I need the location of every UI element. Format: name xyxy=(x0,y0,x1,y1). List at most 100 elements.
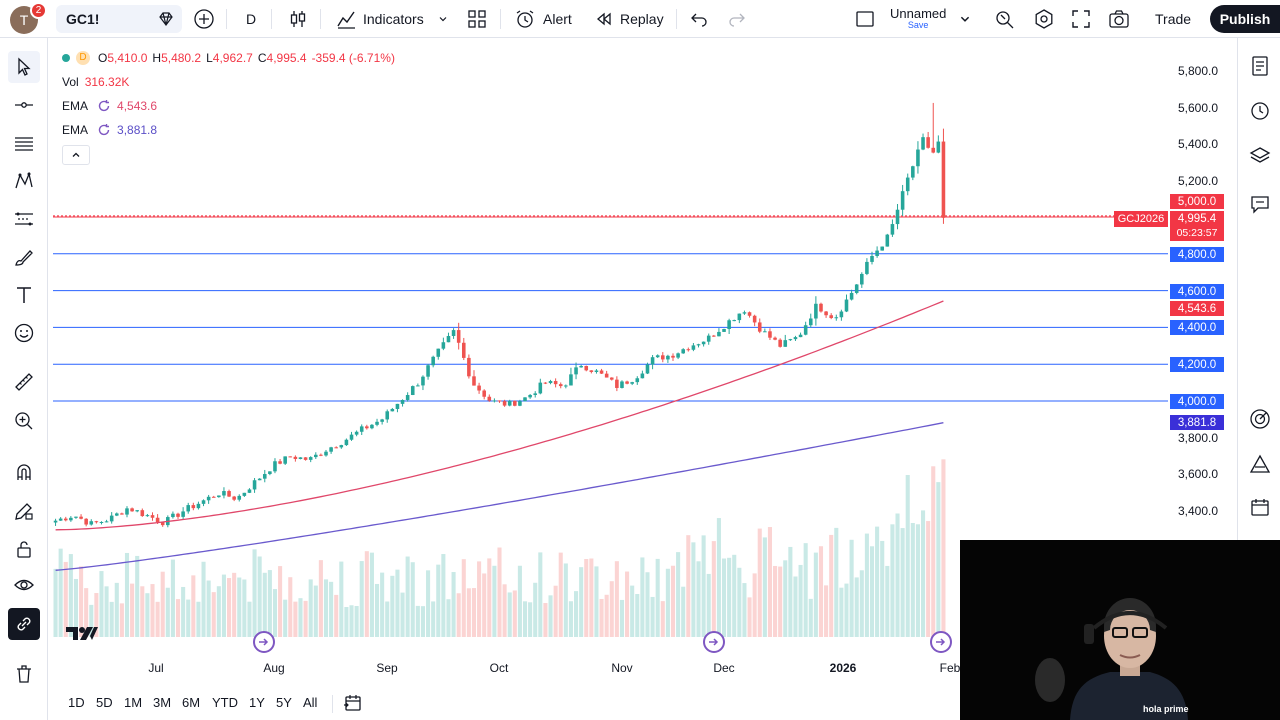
candle xyxy=(242,492,247,496)
range-6m[interactable]: 6M xyxy=(182,695,201,710)
watchlist-button[interactable] xyxy=(1246,52,1274,80)
calendar-button[interactable] xyxy=(1246,493,1274,521)
ema2-label: EMA xyxy=(62,123,89,137)
templates-button[interactable] xyxy=(467,5,487,33)
ideas-button[interactable] xyxy=(1246,450,1274,478)
range-5d[interactable]: 5D xyxy=(96,695,113,710)
price-level-4000: 4,000.0 xyxy=(1170,394,1224,409)
divider xyxy=(332,695,333,713)
alert-button[interactable]: Alert xyxy=(514,5,572,33)
layout-name[interactable]: Unnamed Save xyxy=(890,6,946,30)
delete-drawings-tool[interactable] xyxy=(8,658,40,690)
event-marker[interactable] xyxy=(703,631,725,653)
brush-tool[interactable] xyxy=(8,241,40,273)
quick-search-button[interactable] xyxy=(994,5,1016,33)
chat-button[interactable] xyxy=(1246,190,1274,218)
settings-button[interactable] xyxy=(1033,5,1055,33)
search-spark-icon xyxy=(996,11,1014,29)
trend-line-tool[interactable] xyxy=(8,89,40,121)
snapshot-button[interactable] xyxy=(1108,5,1130,33)
hotlists-button[interactable] xyxy=(1246,405,1274,433)
volume-bar xyxy=(905,475,910,637)
compare-button[interactable] xyxy=(193,5,215,33)
volume-bar xyxy=(262,572,267,637)
last-price-box: 4,995.4 05:23:57 xyxy=(1170,211,1224,241)
price-level-text: 4,400.0 xyxy=(1177,321,1217,334)
lock-drawings-tool[interactable] xyxy=(8,533,40,565)
symbol-search[interactable]: GC1! xyxy=(56,5,182,33)
cursor-tool[interactable] xyxy=(8,51,40,83)
collapse-legend-button[interactable] xyxy=(62,145,90,165)
candle xyxy=(288,456,293,458)
candle xyxy=(247,489,252,493)
candle xyxy=(691,345,696,350)
volume-bar xyxy=(420,606,425,637)
candle xyxy=(497,400,502,402)
fib-tool[interactable] xyxy=(8,128,40,160)
replay-button[interactable]: Replay xyxy=(595,5,664,33)
event-marker[interactable] xyxy=(253,631,275,653)
volume-bar xyxy=(762,537,767,637)
layout-select-checkbox[interactable] xyxy=(855,5,875,33)
candle xyxy=(854,284,859,293)
price-chart[interactable] xyxy=(53,41,1168,657)
event-marker[interactable] xyxy=(930,631,952,653)
candle xyxy=(579,365,583,368)
trade-button[interactable]: Trade xyxy=(1155,5,1191,33)
hide-drawings-tool[interactable] xyxy=(8,569,40,601)
candle xyxy=(421,376,425,386)
price-axis[interactable]: 5,800.0 5,600.0 5,400.0 5,200.0 3,800.0 … xyxy=(1168,41,1236,657)
range-1d[interactable]: 1D xyxy=(68,695,85,710)
sync-drawings-tool[interactable] xyxy=(8,608,40,640)
price-level-text: 4,000.0 xyxy=(1177,395,1217,408)
zoom-tool[interactable] xyxy=(8,405,40,437)
magnet-tool[interactable] xyxy=(8,456,40,488)
chart-type-button[interactable] xyxy=(287,5,309,33)
interval-button[interactable]: D xyxy=(246,5,256,33)
candle xyxy=(513,400,517,406)
candle xyxy=(451,330,456,336)
volume-bar xyxy=(599,598,604,637)
range-5y[interactable]: 5Y xyxy=(276,695,292,710)
prediction-tool[interactable] xyxy=(8,203,40,235)
layout-menu-button[interactable] xyxy=(959,5,971,33)
redo-icon xyxy=(729,13,745,27)
time-axis[interactable]: Jul Aug Sep Oct Nov Dec 2026 Feb xyxy=(53,657,1168,679)
volume-bar xyxy=(721,558,727,637)
volume-bar xyxy=(104,586,109,637)
ema1-row[interactable]: EMA 4,543.6 xyxy=(62,98,157,114)
volume-bar xyxy=(517,565,522,637)
volume-bar xyxy=(441,554,446,637)
redo-button[interactable] xyxy=(728,5,746,33)
range-1m[interactable]: 1M xyxy=(124,695,143,710)
candle xyxy=(895,209,900,225)
emoji-tool[interactable] xyxy=(8,317,40,349)
draw-mode-tool[interactable] xyxy=(8,495,40,527)
pattern-tool[interactable] xyxy=(8,165,40,197)
candle xyxy=(528,394,532,398)
volume-bar xyxy=(900,528,905,637)
undo-button[interactable] xyxy=(690,5,708,33)
volume-bar xyxy=(482,573,487,637)
range-1y[interactable]: 1Y xyxy=(249,695,265,710)
measure-tool[interactable] xyxy=(8,366,40,398)
object-tree-button[interactable] xyxy=(1246,142,1274,170)
text-tool[interactable] xyxy=(8,279,40,311)
range-all[interactable]: All xyxy=(303,695,318,710)
range-3m[interactable]: 3M xyxy=(153,695,172,710)
publish-button[interactable]: Publish xyxy=(1210,5,1280,33)
indicators-button[interactable]: Indicators xyxy=(335,5,448,33)
candle xyxy=(135,510,139,512)
range-ytd[interactable]: YTD xyxy=(212,695,238,710)
volume-bar xyxy=(773,565,778,637)
volume-bar xyxy=(181,586,186,637)
candle xyxy=(140,510,145,517)
fullscreen-button[interactable] xyxy=(1071,5,1091,33)
candle xyxy=(824,311,828,316)
chevron-down-icon xyxy=(960,16,970,22)
ema2-row[interactable]: EMA 3,881.8 xyxy=(62,122,157,138)
calendar-range-icon[interactable] xyxy=(343,693,363,713)
alerts-panel-button[interactable] xyxy=(1246,96,1274,124)
candle xyxy=(706,335,711,342)
